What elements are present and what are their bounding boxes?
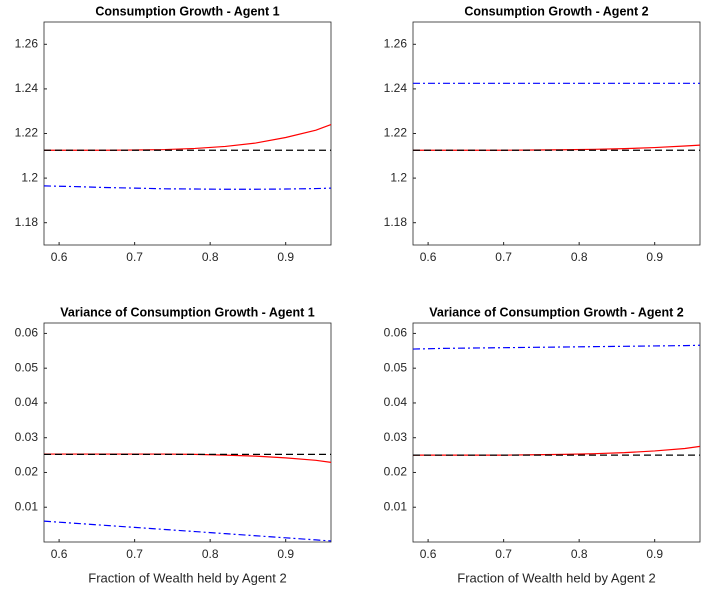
axes-box	[412, 21, 701, 246]
x-tick-label: 0.6	[420, 547, 437, 561]
x-tick-label: 0.8	[571, 547, 588, 561]
x-tick-label: 0.9	[646, 250, 663, 264]
x-axis-label: Fraction of Wealth held by Agent 2	[457, 570, 656, 585]
x-tick-label: 0.6	[420, 250, 437, 264]
y-tick-label: 0.04	[384, 395, 408, 409]
y-tick-label: 1.18	[15, 215, 39, 229]
y-tick-label: 0.01	[15, 499, 39, 513]
y-tick-label: 0.05	[384, 360, 408, 374]
x-tick-label: 0.7	[495, 250, 512, 264]
y-tick-label: 1.26	[15, 36, 39, 50]
series-line	[412, 344, 701, 350]
y-tick-label: 1.22	[15, 126, 39, 140]
y-tick-label: 1.2	[390, 170, 407, 184]
y-tick-label: 1.22	[384, 126, 408, 140]
series-line	[43, 185, 332, 190]
y-tick-label: 0.01	[384, 499, 408, 513]
x-tick-label: 0.9	[277, 547, 294, 561]
y-tick-label: 1.26	[384, 36, 408, 50]
y-tick-label: 0.06	[384, 326, 408, 340]
y-tick-label: 0.03	[15, 430, 39, 444]
y-tick-label: 0.02	[15, 465, 39, 479]
y-tick-label: 1.18	[384, 215, 408, 229]
x-axis-label: Fraction of Wealth held by Agent 2	[88, 570, 287, 585]
x-tick-label: 0.8	[202, 250, 219, 264]
chart-title: Variance of Consumption Growth - Agent 2	[429, 305, 683, 319]
x-tick-label: 0.8	[571, 250, 588, 264]
x-tick-label: 0.7	[126, 250, 143, 264]
axes-box	[43, 322, 332, 543]
x-tick-label: 0.6	[51, 547, 68, 561]
x-tick-label: 0.9	[277, 250, 294, 264]
y-tick-label: 1.24	[15, 81, 39, 95]
y-tick-label: 0.05	[15, 360, 39, 374]
y-tick-label: 1.24	[384, 81, 408, 95]
chart-title: Variance of Consumption Growth - Agent 1	[60, 305, 314, 319]
series-line	[43, 520, 332, 542]
chart-title: Consumption Growth - Agent 1	[95, 4, 279, 18]
axes-box	[412, 322, 701, 543]
y-tick-label: 1.2	[21, 170, 38, 184]
chart-title: Consumption Growth - Agent 2	[464, 4, 648, 18]
y-tick-label: 0.02	[384, 465, 408, 479]
x-tick-label: 0.8	[202, 547, 219, 561]
y-tick-label: 0.03	[384, 430, 408, 444]
x-tick-label: 0.7	[126, 547, 143, 561]
y-tick-label: 0.06	[15, 326, 39, 340]
x-tick-label: 0.7	[495, 547, 512, 561]
y-tick-label: 0.04	[15, 395, 39, 409]
x-tick-label: 0.9	[646, 547, 663, 561]
axes-box	[43, 21, 332, 246]
x-tick-label: 0.6	[51, 250, 68, 264]
